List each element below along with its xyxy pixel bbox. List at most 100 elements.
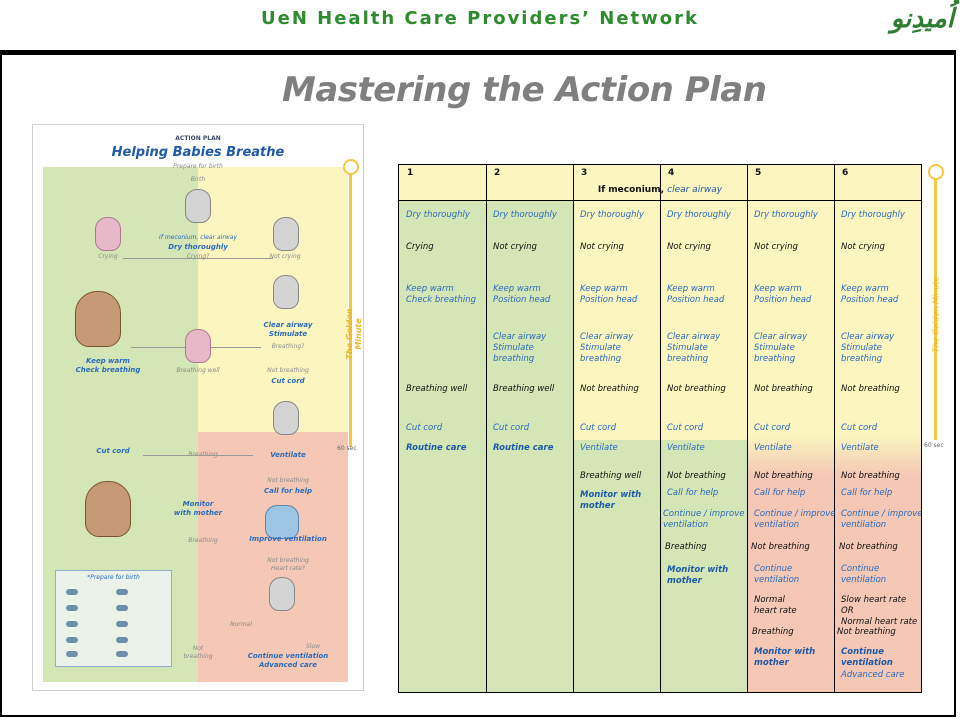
table-cell: Ventilate xyxy=(841,443,879,453)
table-cell: Not crying xyxy=(580,242,624,252)
table-cell: Cut cord xyxy=(667,423,704,433)
table-cell: Crying xyxy=(406,242,434,252)
equipment-icon xyxy=(116,605,128,611)
baby-icon xyxy=(273,275,299,309)
poster-slow: Slow xyxy=(305,643,321,650)
table-cell: Continue xyxy=(754,564,793,574)
table-cell: Stimulate xyxy=(493,343,534,353)
table-cell: Slow heart rate xyxy=(841,595,907,605)
poster-title: Helping Babies Breathe xyxy=(111,145,285,160)
table-cell: Not breathing xyxy=(754,384,813,394)
poster-cut-cord-left: Cut cord xyxy=(96,447,130,455)
table-cell: Breathing xyxy=(752,627,794,637)
table-cell: Clear airway xyxy=(754,332,808,342)
poster-call-help: Call for help xyxy=(264,487,312,495)
table-cell: Breathing well xyxy=(580,471,642,481)
table-cell: Cut cord xyxy=(754,423,791,433)
action-plan-poster: ACTION PLAN Helping Babies Breathe Prepa… xyxy=(32,124,364,691)
table-cell: ventilation xyxy=(841,520,887,530)
table-cell: Cut cord xyxy=(580,423,617,433)
table-cell: Not breathing xyxy=(580,384,639,394)
baby-icon xyxy=(185,329,211,363)
top-bar: UeN Health Care Providers’ Network اُمید… xyxy=(0,0,960,50)
table-cell: Dry thoroughly xyxy=(493,210,557,220)
table-cell: Position head xyxy=(580,295,638,305)
table-cell: Monitor with xyxy=(754,647,816,657)
table-cell: OR xyxy=(841,606,854,616)
table-cell: Continue / improve xyxy=(754,509,836,519)
logo: اُمیدِنو xyxy=(890,4,954,34)
column-header: 4 xyxy=(668,168,675,178)
equipment-icon xyxy=(116,621,128,627)
table-cell: Not breathing xyxy=(841,384,900,394)
table-cell: Keep warm xyxy=(754,284,802,294)
clock-icon xyxy=(928,164,944,180)
table-cell: Position head xyxy=(667,295,725,305)
poster-meconium: If meconium, clear airway xyxy=(159,234,237,241)
table-cell: mother xyxy=(754,658,789,668)
sixty-sec-label: 60 sec xyxy=(337,445,357,452)
poster-dry: Dry thoroughly xyxy=(168,243,228,251)
table-cell: Ventilate xyxy=(580,443,618,453)
prepare-for-birth-box: *Prepare for birth xyxy=(55,570,172,667)
table-cell: Monitor with xyxy=(667,565,729,575)
poster-clear-airway: Clear airway Stimulate xyxy=(263,321,313,338)
table-cell: Clear airway xyxy=(841,332,895,342)
baby-icon xyxy=(273,217,299,251)
table-cell: Clear airway xyxy=(580,332,634,342)
table-cell: Stimulate xyxy=(754,343,795,353)
clock-icon xyxy=(343,159,359,175)
baby-icon xyxy=(185,189,211,223)
table-cell: ventilation xyxy=(754,575,800,585)
baby-icon xyxy=(269,577,295,611)
table-cell: Normal xyxy=(754,595,785,605)
table-cell: Keep warm xyxy=(667,284,715,294)
table-cell: Not crying xyxy=(754,242,798,252)
slide-title: Mastering the Action Plan xyxy=(282,70,767,110)
table-cell: Continue / improve xyxy=(663,509,745,519)
mother-icon xyxy=(75,291,121,347)
sixty-sec-label: 60 sec xyxy=(924,442,944,449)
action-plan-table: If meconium, clear airway 1 2 3 4 5 6 Dr… xyxy=(398,164,922,693)
table-cell: Not crying xyxy=(493,242,537,252)
table-cell: Position head xyxy=(493,295,551,305)
table-cell: heart rate xyxy=(754,606,797,616)
equipment-icon xyxy=(66,589,78,595)
table-cell: Breathing well xyxy=(493,384,555,394)
poster-cut-cord-right: Cut cord xyxy=(271,377,305,385)
table-cell: Not crying xyxy=(667,242,711,252)
table-cell: Not breathing xyxy=(839,542,898,552)
table-cell: mother xyxy=(667,576,702,586)
equipment-icon xyxy=(66,605,78,611)
poster-not-breathing-3: Not breathing Heart rate? xyxy=(267,557,309,572)
poster-not-crying: Not crying xyxy=(269,253,301,260)
table-cell: Call for help xyxy=(754,488,806,498)
baby-icon xyxy=(95,217,121,251)
column-header: 2 xyxy=(494,168,501,178)
poster-monitor: Monitor with mother xyxy=(173,500,223,517)
table-cell: Normal heart rate xyxy=(841,617,918,627)
equipment-icon xyxy=(66,637,78,643)
equipment-icon xyxy=(66,651,78,657)
table-cell: Continue xyxy=(841,564,880,574)
table-cell: Not breathing xyxy=(837,627,896,637)
table-cell: Cut cord xyxy=(841,423,878,433)
red-zone xyxy=(198,432,348,682)
table-cell: Dry thoroughly xyxy=(406,210,470,220)
golden-minute-bar xyxy=(349,167,352,447)
poster-improve: Improve ventilation xyxy=(249,535,327,543)
column-header: 5 xyxy=(755,168,762,178)
table-cell: Clear airway xyxy=(667,332,721,342)
table-cell: Cut cord xyxy=(406,423,443,433)
table-cell: Dry thoroughly xyxy=(754,210,818,220)
poster-normal: Normal xyxy=(230,621,252,628)
table-cell: Call for help xyxy=(667,488,719,498)
table-cell: Not breathing xyxy=(751,542,810,552)
table-cell: Breathing well xyxy=(406,384,468,394)
table-cell: Keep warm xyxy=(493,284,541,294)
poster-keep-warm: Keep warm Check breathing xyxy=(75,357,141,374)
table-cell: Check breathing xyxy=(406,295,477,305)
table-cell: Cut cord xyxy=(493,423,530,433)
equipment-icon xyxy=(116,589,128,595)
table-cell: Routine care xyxy=(493,443,554,453)
